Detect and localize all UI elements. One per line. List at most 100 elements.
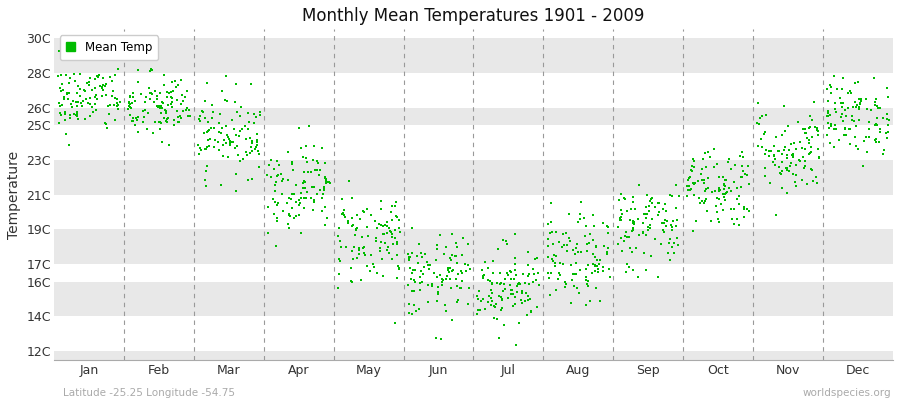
Point	[836, 74, 850, 81]
Point	[655, 205, 670, 212]
Point	[543, 292, 557, 298]
Point	[292, 200, 307, 207]
Point	[234, 126, 248, 132]
Point	[834, 86, 849, 93]
Point	[300, 159, 314, 165]
Point	[526, 271, 541, 277]
Point	[150, 103, 165, 109]
Point	[317, 186, 331, 192]
Point	[230, 132, 244, 139]
Point	[481, 298, 495, 305]
Point	[492, 335, 507, 341]
Point	[544, 270, 559, 277]
Point	[718, 183, 733, 190]
Point	[845, 117, 859, 123]
Point	[626, 219, 640, 226]
Point	[569, 260, 583, 267]
Point	[166, 116, 181, 123]
Point	[214, 130, 229, 136]
Point	[81, 100, 95, 106]
Point	[662, 239, 677, 246]
Point	[586, 251, 600, 258]
Point	[590, 263, 605, 269]
Point	[615, 210, 629, 217]
Point	[824, 122, 838, 129]
Point	[212, 129, 226, 135]
Point	[171, 114, 185, 120]
Point	[614, 190, 628, 197]
Point	[664, 193, 679, 200]
Point	[495, 296, 509, 302]
Point	[789, 172, 804, 178]
Point	[791, 119, 806, 126]
Point	[292, 202, 306, 208]
Point	[65, 104, 79, 110]
Point	[597, 243, 611, 249]
Point	[148, 119, 162, 125]
Point	[664, 244, 679, 250]
Point	[73, 93, 87, 99]
Point	[252, 164, 266, 170]
Point	[881, 94, 896, 100]
Point	[285, 191, 300, 198]
Point	[384, 229, 399, 236]
Point	[670, 235, 684, 242]
Point	[79, 96, 94, 102]
Point	[820, 131, 834, 138]
Point	[508, 301, 522, 307]
Point	[200, 80, 214, 86]
Point	[228, 99, 242, 105]
Point	[307, 198, 321, 205]
Point	[315, 144, 329, 151]
Point	[614, 217, 628, 223]
Point	[58, 117, 72, 123]
Point	[477, 306, 491, 312]
Point	[219, 140, 233, 146]
Point	[786, 152, 800, 158]
Point	[472, 296, 486, 303]
Point	[386, 240, 400, 247]
Point	[403, 276, 418, 282]
Point	[639, 210, 653, 217]
Point	[53, 103, 68, 110]
Point	[512, 280, 526, 286]
Point	[487, 315, 501, 322]
Point	[652, 200, 666, 206]
Point	[275, 208, 290, 214]
Point	[157, 82, 171, 88]
Point	[520, 296, 535, 303]
Point	[496, 288, 510, 294]
Point	[346, 221, 360, 228]
Point	[223, 138, 238, 144]
Point	[626, 227, 641, 234]
Point	[641, 227, 655, 234]
Point	[99, 80, 113, 87]
Point	[107, 72, 122, 78]
Point	[872, 128, 886, 135]
Point	[571, 219, 585, 226]
Point	[274, 178, 289, 185]
Point	[829, 109, 843, 116]
Point	[99, 92, 113, 98]
Point	[131, 79, 146, 86]
Point	[484, 295, 499, 301]
Point	[482, 277, 496, 283]
Point	[804, 148, 818, 155]
Point	[780, 189, 795, 196]
Point	[158, 107, 172, 113]
Point	[378, 222, 392, 228]
Point	[245, 176, 259, 183]
Point	[136, 108, 150, 114]
Point	[636, 230, 651, 236]
Point	[716, 190, 730, 197]
Point	[389, 198, 403, 205]
Point	[626, 218, 641, 225]
Point	[847, 118, 861, 124]
Point	[611, 241, 625, 247]
Point	[562, 238, 577, 244]
Point	[85, 86, 99, 93]
Point	[275, 175, 290, 182]
Point	[350, 255, 365, 262]
Point	[374, 198, 388, 204]
Point	[383, 228, 398, 234]
